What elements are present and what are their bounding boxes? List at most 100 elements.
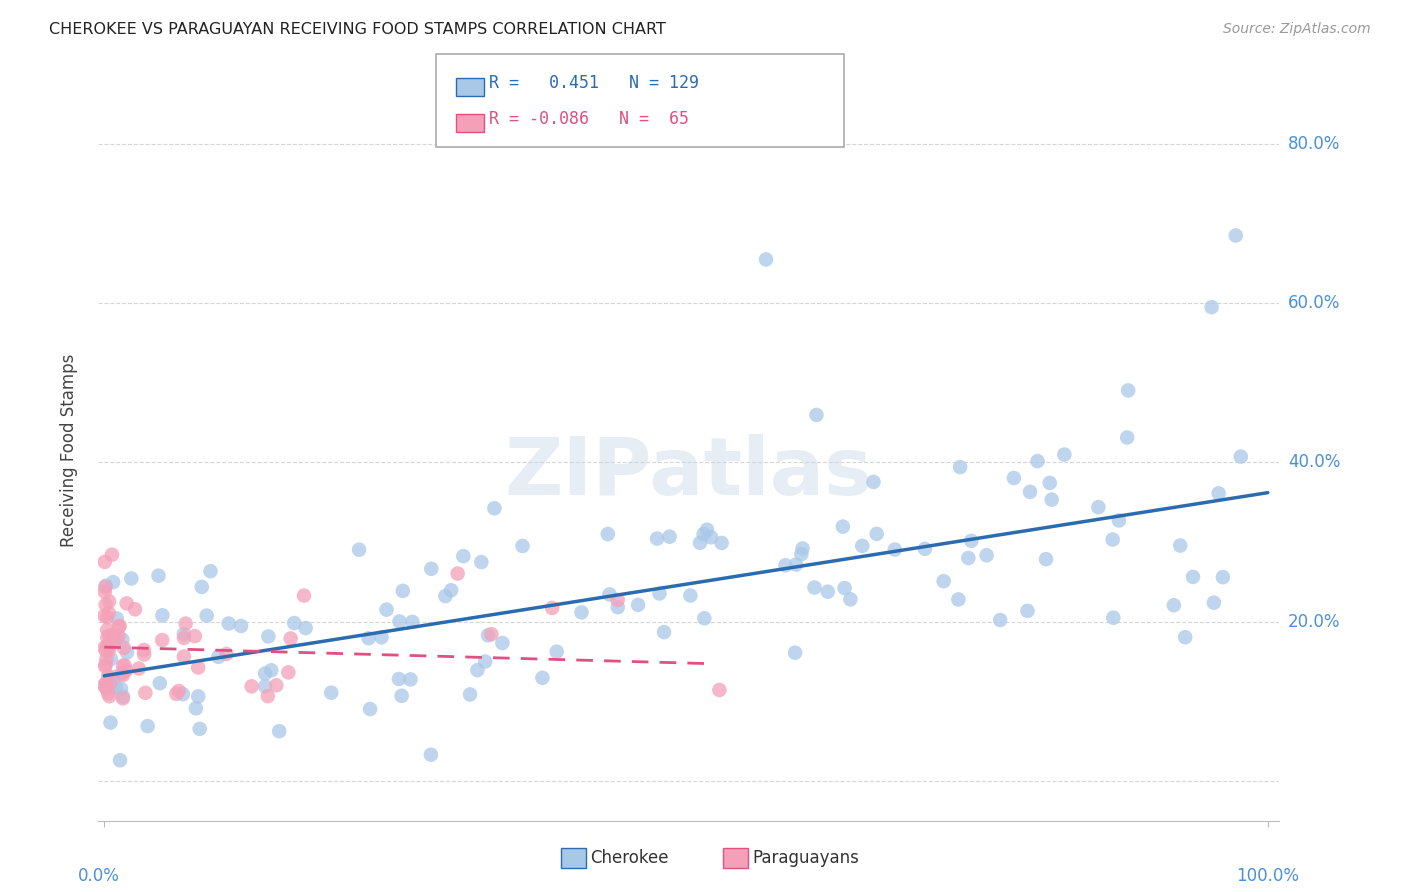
- Point: [218, 595, 240, 609]
- Point: [195, 614, 218, 628]
- Point: [188, 674, 211, 689]
- Point: [98, 640, 121, 654]
- Point: [1201, 300, 1223, 314]
- Point: [94, 681, 117, 696]
- Point: [988, 582, 1011, 596]
- Point: [172, 582, 194, 597]
- Point: [294, 634, 316, 648]
- Point: [94, 598, 117, 612]
- Point: [1116, 430, 1139, 444]
- Point: [370, 587, 392, 601]
- Point: [100, 675, 122, 690]
- Point: [470, 607, 492, 621]
- Point: [491, 682, 513, 697]
- Point: [658, 549, 681, 564]
- Point: [512, 653, 534, 667]
- Point: [1040, 570, 1063, 584]
- Point: [321, 669, 343, 683]
- Point: [94, 601, 117, 615]
- Point: [1035, 498, 1057, 512]
- Point: [93, 678, 115, 692]
- Point: [94, 580, 117, 594]
- Point: [652, 666, 675, 681]
- Point: [96, 638, 118, 652]
- Text: Paraguayans: Paraguayans: [752, 849, 859, 867]
- Point: [112, 640, 135, 655]
- Point: [134, 686, 156, 700]
- Point: [100, 607, 122, 621]
- Point: [94, 653, 117, 667]
- Point: [1202, 589, 1225, 603]
- Point: [97, 643, 120, 657]
- Point: [606, 537, 628, 551]
- Point: [755, 566, 778, 580]
- Point: [1026, 441, 1049, 455]
- Point: [215, 647, 238, 661]
- Point: [862, 578, 884, 592]
- Point: [1039, 550, 1062, 565]
- Point: [150, 701, 173, 715]
- Point: [101, 548, 124, 562]
- Point: [775, 569, 797, 583]
- Point: [96, 623, 118, 637]
- Point: [136, 706, 159, 720]
- Point: [111, 658, 134, 673]
- Point: [173, 627, 195, 641]
- Point: [100, 621, 122, 635]
- Point: [1163, 228, 1185, 243]
- Point: [1229, 505, 1251, 519]
- Point: [93, 640, 115, 655]
- Point: [399, 648, 422, 662]
- Point: [283, 672, 305, 686]
- Point: [709, 683, 731, 698]
- Point: [453, 597, 475, 611]
- Point: [689, 531, 711, 545]
- Point: [976, 498, 998, 512]
- Point: [132, 643, 155, 657]
- Point: [375, 658, 398, 673]
- Point: [648, 527, 671, 541]
- Text: ZIPatlas: ZIPatlas: [505, 434, 873, 512]
- Point: [1174, 630, 1197, 644]
- Point: [165, 687, 187, 701]
- Point: [96, 631, 118, 645]
- Point: [458, 665, 481, 679]
- Point: [96, 652, 118, 666]
- Text: 20.0%: 20.0%: [1288, 613, 1340, 631]
- Point: [111, 668, 134, 682]
- Point: [207, 732, 229, 747]
- Point: [253, 566, 276, 581]
- Point: [949, 533, 972, 547]
- Point: [596, 536, 619, 550]
- Point: [806, 572, 828, 586]
- Point: [531, 622, 554, 636]
- Point: [187, 728, 209, 742]
- Point: [184, 629, 207, 643]
- Point: [173, 631, 195, 645]
- Point: [606, 593, 628, 607]
- Point: [710, 625, 733, 640]
- Point: [914, 569, 936, 583]
- Point: [101, 629, 124, 643]
- Point: [388, 640, 411, 654]
- Point: [1017, 531, 1039, 545]
- Point: [883, 505, 905, 519]
- Point: [1208, 485, 1230, 500]
- Point: [419, 591, 441, 606]
- Point: [783, 531, 806, 545]
- Point: [98, 690, 121, 704]
- Point: [111, 734, 134, 748]
- Point: [693, 673, 716, 687]
- Point: [104, 714, 127, 728]
- Point: [114, 658, 136, 673]
- Point: [269, 640, 291, 654]
- Point: [97, 606, 120, 620]
- Point: [94, 555, 117, 569]
- Point: [107, 629, 129, 643]
- Point: [94, 644, 117, 658]
- Point: [93, 608, 115, 623]
- Point: [200, 561, 222, 575]
- Point: [94, 585, 117, 599]
- Point: [785, 491, 807, 505]
- Point: [803, 554, 825, 568]
